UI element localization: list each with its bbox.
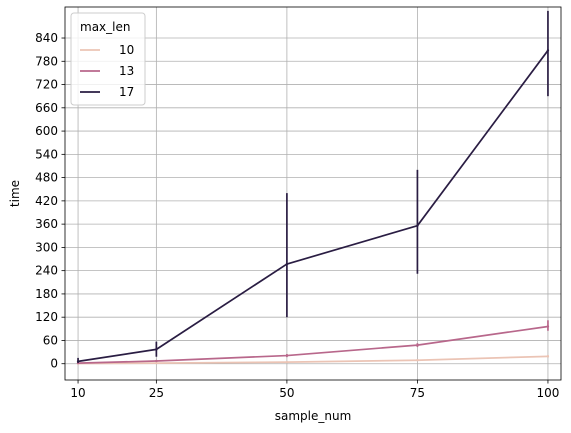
plot-area bbox=[65, 7, 561, 380]
y-tick-label: 840 bbox=[35, 31, 58, 45]
data-point bbox=[285, 262, 289, 266]
y-axis-label: time bbox=[8, 180, 22, 207]
x-tick-label: 100 bbox=[536, 386, 559, 400]
data-point bbox=[546, 49, 550, 52]
y-tick-label: 0 bbox=[50, 357, 58, 371]
y-tick-label: 60 bbox=[43, 333, 58, 347]
series-13 bbox=[76, 320, 550, 365]
y-tick-label: 240 bbox=[35, 264, 58, 278]
y-tick-label: 780 bbox=[35, 54, 58, 68]
legend-label: 13 bbox=[119, 64, 134, 78]
data-point bbox=[155, 359, 158, 363]
x-tick-label: 75 bbox=[410, 386, 425, 400]
data-point bbox=[155, 361, 158, 365]
y-tick-label: 540 bbox=[35, 147, 58, 161]
y-tick-label: 180 bbox=[35, 287, 58, 301]
legend-box bbox=[70, 12, 146, 106]
y-tick-label: 420 bbox=[35, 194, 58, 208]
data-point bbox=[285, 354, 289, 357]
series-layer bbox=[76, 10, 550, 365]
data-point bbox=[285, 360, 289, 364]
series-17 bbox=[76, 10, 550, 363]
x-tick-label: 50 bbox=[279, 386, 294, 400]
y-tick-label: 600 bbox=[35, 124, 58, 138]
data-point bbox=[76, 360, 80, 363]
data-point bbox=[416, 343, 419, 347]
data-point bbox=[155, 348, 158, 351]
legend-label: 17 bbox=[119, 85, 134, 99]
y-tick-label: 480 bbox=[35, 171, 58, 185]
grid bbox=[65, 7, 561, 380]
data-point bbox=[546, 355, 550, 358]
data-point bbox=[416, 359, 419, 362]
y-tick-label: 660 bbox=[35, 101, 58, 115]
y-tick-label: 300 bbox=[35, 240, 58, 254]
legend: max_len 10 13 17 bbox=[70, 12, 146, 106]
ticks: 10 25 50 75 100 0 60 120 180 240 300 360 420 480 540 60… bbox=[35, 31, 559, 400]
x-tick-label: 10 bbox=[70, 386, 85, 400]
y-tick-label: 360 bbox=[35, 217, 58, 231]
data-point bbox=[546, 325, 550, 328]
x-axis-label: sample_num bbox=[275, 409, 352, 423]
data-point bbox=[416, 224, 419, 227]
x-tick-label: 25 bbox=[149, 386, 164, 400]
plot-frame bbox=[64, 6, 562, 381]
legend-title: max_len bbox=[80, 20, 130, 34]
y-tick-label: 120 bbox=[35, 310, 58, 324]
legend-label: 10 bbox=[119, 43, 134, 57]
y-tick-label: 720 bbox=[35, 78, 58, 92]
